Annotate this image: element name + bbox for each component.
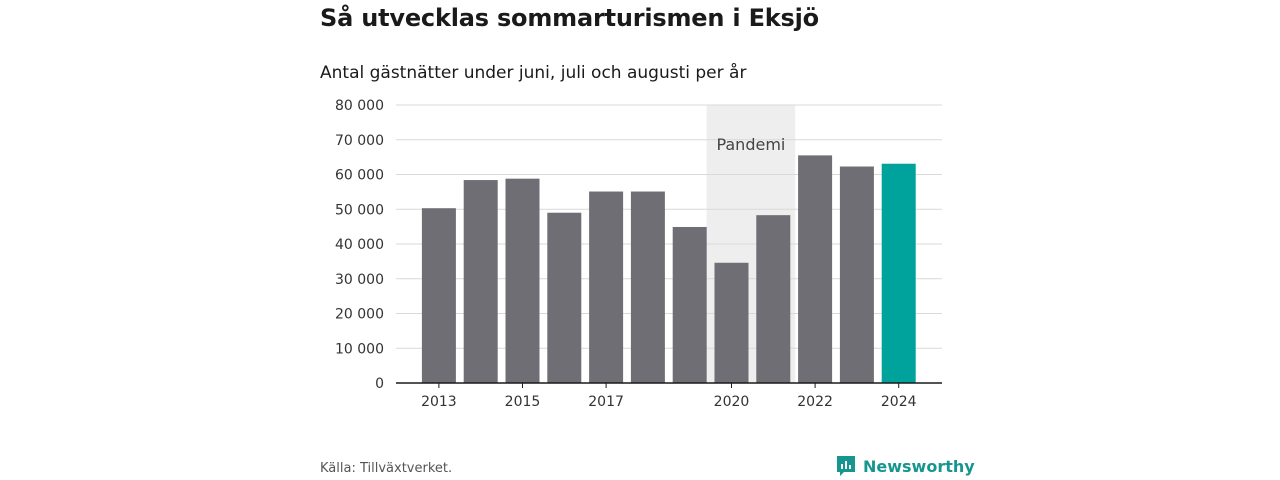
bar-2020 [714, 262, 749, 383]
bar-2016 [547, 212, 582, 383]
y-tick-label: 30 000 [335, 272, 384, 288]
x-tick-label: 2017 [588, 394, 624, 410]
bar-2013 [421, 208, 456, 383]
bar-2014 [463, 180, 498, 383]
source-note: Källa: Tillväxtverket. [320, 461, 453, 476]
bar-2023 [839, 166, 874, 383]
bar-2022 [798, 155, 833, 383]
y-tick-label: 60 000 [335, 168, 384, 184]
bar-2018 [630, 191, 665, 383]
chart-title: Så utvecklas sommarturismen i Eksjö [320, 4, 819, 32]
bar-2015 [505, 178, 540, 383]
chart-subtitle: Antal gästnätter under juni, juli och au… [320, 63, 747, 83]
brand-name: Newsworthy [863, 456, 975, 476]
bar-2021 [756, 215, 791, 383]
x-tick-label: 2024 [881, 394, 917, 410]
x-tick-label: 2022 [797, 394, 833, 410]
x-tick-label: 2013 [421, 394, 457, 410]
y-tick-label: 50 000 [335, 202, 384, 218]
x-tick-label: 2015 [505, 394, 541, 410]
x-tick-label: 2020 [714, 394, 750, 410]
brand-logo: Newsworthy [835, 454, 975, 478]
y-tick-label: 70 000 [335, 133, 384, 149]
bar-2024 [881, 163, 916, 383]
pandemic-label: Pandemi [716, 135, 785, 154]
y-tick-label: 40 000 [335, 237, 384, 253]
y-tick-label: 80 000 [335, 98, 384, 114]
chart-logo-icon [837, 456, 855, 476]
bar-2019 [672, 226, 707, 383]
y-tick-label: 20 000 [335, 307, 384, 323]
y-tick-label: 10 000 [335, 341, 384, 357]
y-tick-label: 0 [375, 376, 384, 392]
bar-2017 [589, 191, 624, 383]
